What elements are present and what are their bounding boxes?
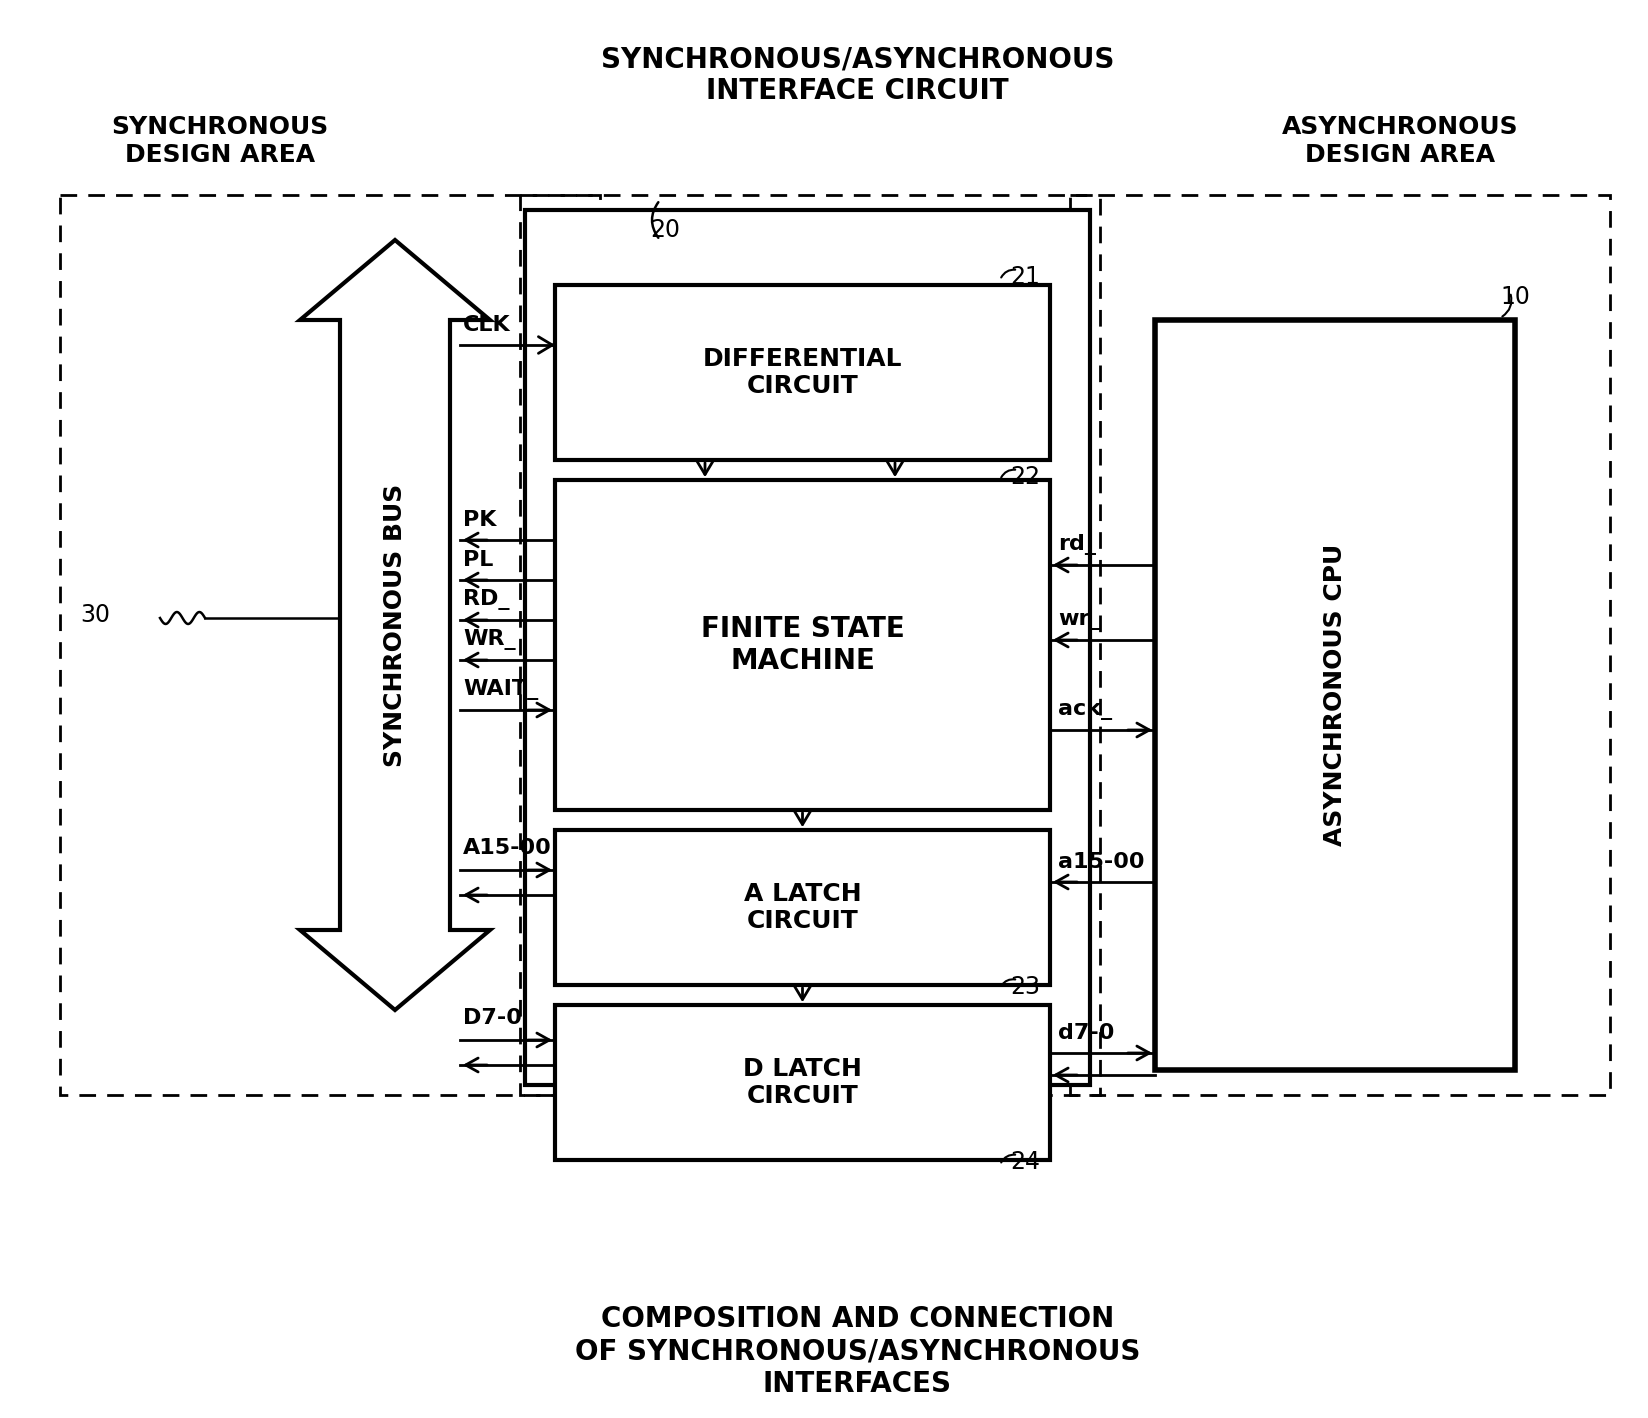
Text: rd_: rd_ — [1058, 535, 1096, 554]
Text: SYNCHRONOUS
DESIGN AREA: SYNCHRONOUS DESIGN AREA — [112, 115, 328, 167]
Bar — [524, 210, 1089, 1085]
Text: COMPOSITION AND CONNECTION
OF SYNCHRONOUS/ASYNCHRONOUS
INTERFACES: COMPOSITION AND CONNECTION OF SYNCHRONOU… — [575, 1305, 1139, 1398]
Bar — [519, 196, 1099, 1095]
Bar — [555, 481, 1050, 810]
Text: WAIT_: WAIT_ — [463, 679, 537, 700]
Text: PL: PL — [463, 550, 493, 570]
Text: ack_: ack_ — [1058, 699, 1111, 720]
Bar — [59, 196, 600, 1095]
Text: wr_: wr_ — [1058, 610, 1099, 630]
Text: 24: 24 — [1009, 1150, 1040, 1174]
Text: ASYNCHRONOUS CPU: ASYNCHRONOUS CPU — [1322, 545, 1346, 847]
Text: a15-00: a15-00 — [1058, 852, 1144, 872]
Text: D7-0: D7-0 — [463, 1008, 521, 1028]
Text: A LATCH
CIRCUIT: A LATCH CIRCUIT — [743, 882, 860, 933]
Text: SYNCHRONOUS/ASYNCHRONOUS
INTERFACE CIRCUIT: SYNCHRONOUS/ASYNCHRONOUS INTERFACE CIRCU… — [600, 45, 1114, 105]
Text: RD_: RD_ — [463, 588, 509, 610]
Text: 23: 23 — [1009, 976, 1040, 1000]
Text: PK: PK — [463, 510, 496, 530]
Text: CLK: CLK — [463, 315, 511, 335]
Text: A15-00: A15-00 — [463, 838, 552, 858]
Bar — [1154, 320, 1515, 1071]
Bar — [555, 1005, 1050, 1160]
Text: d7-0: d7-0 — [1058, 1022, 1114, 1044]
Polygon shape — [300, 240, 489, 1010]
Text: FINITE STATE
MACHINE: FINITE STATE MACHINE — [700, 615, 903, 675]
Text: WR_: WR_ — [463, 630, 516, 649]
Bar — [555, 830, 1050, 986]
Text: 30: 30 — [81, 603, 110, 627]
Text: D LATCH
CIRCUIT: D LATCH CIRCUIT — [743, 1056, 862, 1109]
Text: 10: 10 — [1500, 285, 1529, 309]
Text: SYNCHRONOUS BUS: SYNCHRONOUS BUS — [382, 484, 407, 767]
Text: 22: 22 — [1009, 465, 1040, 489]
Text: DIFFERENTIAL
CIRCUIT: DIFFERENTIAL CIRCUIT — [702, 346, 901, 398]
Text: 21: 21 — [1009, 265, 1040, 289]
Bar — [1070, 196, 1608, 1095]
Text: 20: 20 — [649, 218, 679, 242]
Bar — [555, 285, 1050, 459]
Text: ASYNCHRONOUS
DESIGN AREA: ASYNCHRONOUS DESIGN AREA — [1280, 115, 1518, 167]
